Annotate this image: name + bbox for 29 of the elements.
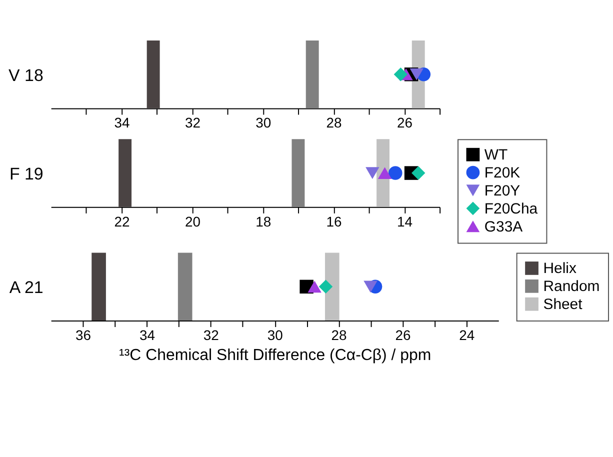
x-tick-label: 36 [76,326,92,343]
legend-label: F20Cha [484,200,538,218]
y-axis-title: V 18 [8,66,44,85]
x-tick-label: 14 [396,213,413,230]
x-tick-label: 26 [396,114,413,131]
x-tick-label: 18 [256,213,272,230]
x-tick-label: 28 [331,326,348,343]
legend-label: Helix [543,260,577,278]
legend-label: Random [543,278,600,296]
y-axis-title: F 19 [9,164,44,184]
x-tick-label: 20 [184,213,201,230]
legend-label: WT [484,146,508,164]
x-tick-label: 16 [326,213,342,230]
x-tick-label: 22 [114,213,130,230]
x-tick-label: 28 [326,114,342,131]
legend-label: G33A [484,218,523,236]
x-tick-label: 24 [459,326,475,343]
x-tick-label: 32 [203,326,220,343]
legend-label: F20Y [484,182,520,200]
x-tick-label: 30 [267,326,284,343]
legend-label: F20K [484,164,520,182]
x-tick-label: 26 [395,326,411,343]
y-axis-title: A 21 [9,278,44,298]
x-tick-label: 34 [114,114,130,131]
legend-label: Sheet [543,296,584,314]
x-tick-label: 30 [256,114,272,131]
x-tick-label: 32 [184,114,201,131]
x-tick-label: 34 [139,326,156,343]
x-axis-title: ¹³C Chemical Shift Difference (Cα-Cβ) / ppm [119,346,432,364]
